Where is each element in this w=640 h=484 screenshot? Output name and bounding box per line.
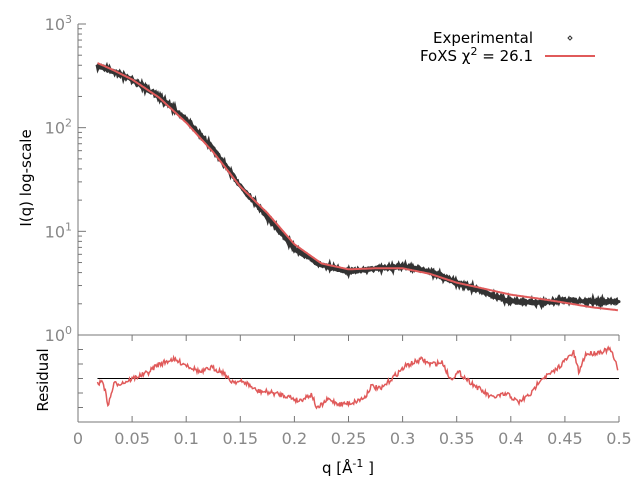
x-axis-label: q [Å-1 ] <box>322 457 374 477</box>
residual-series <box>96 345 619 410</box>
y-axis-label-residual: Residual <box>34 348 52 411</box>
legend: Experimental FoXS χ2 = 26.1 <box>420 29 595 65</box>
marks <box>95 61 621 410</box>
legend-label-foxs: FoXS χ2 = 26.1 <box>420 45 533 65</box>
experimental-series <box>95 61 620 311</box>
experimental-point <box>509 300 513 304</box>
experimental-point <box>184 117 188 121</box>
x-tick-label: 0.1 <box>173 429 198 448</box>
x-tick-label: 0.45 <box>547 429 583 448</box>
experimental-point <box>590 300 594 304</box>
experimental-point <box>347 269 350 273</box>
experimental-point <box>265 215 269 219</box>
y-tick-label: 102 <box>45 117 72 138</box>
x-tick-label: 0.15 <box>222 429 258 448</box>
x-tick-label: 0 <box>73 429 83 448</box>
y-tick-label: 101 <box>45 220 72 241</box>
experimental-point <box>617 300 621 304</box>
x-tick-label: 0.4 <box>498 429 523 448</box>
x-tick-label: 0.35 <box>439 429 475 448</box>
legend-label-experimental: Experimental <box>433 29 533 47</box>
x-tick-label: 0.05 <box>114 429 150 448</box>
y-tick-label: 103 <box>45 13 72 34</box>
x-tick-label: 0.2 <box>282 429 307 448</box>
x-tick-label: 0.5 <box>606 429 631 448</box>
experimental-point <box>95 64 99 68</box>
experimental-point <box>563 298 567 302</box>
y-tick-label: 100 <box>45 324 72 345</box>
x-tick-label: 0.25 <box>331 429 367 448</box>
foxs-fit-series <box>97 62 618 312</box>
experimental-point <box>292 247 296 251</box>
legend-marker-experimental <box>567 35 573 41</box>
y-axis-label-intensity: I(q) log-scale <box>17 129 35 226</box>
axes: 100 101 102 103 0 0.05 0.1 0.15 0.2 0.25 0.3 0.35 0.… <box>45 13 632 448</box>
experimental-point <box>536 301 540 305</box>
x-tick-label: 0.3 <box>390 429 415 448</box>
experimental-point <box>428 269 432 273</box>
experimental-point <box>482 290 486 294</box>
experimental-point <box>401 264 405 268</box>
